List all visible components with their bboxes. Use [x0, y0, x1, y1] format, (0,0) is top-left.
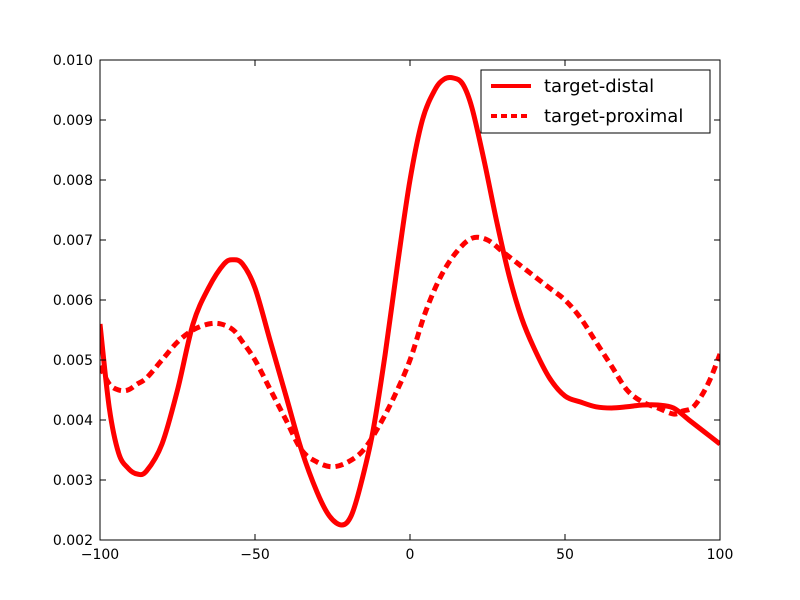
y-tick-label: 0.007	[53, 233, 93, 249]
y-tick-label: 0.008	[53, 173, 93, 189]
y-tick-label: 0.004	[53, 413, 93, 429]
series-layer	[100, 75, 720, 528]
legend-label-target-distal: target-distal	[544, 76, 654, 97]
y-tick-label: 0.006	[53, 293, 93, 309]
x-tick-label: 100	[707, 547, 734, 563]
y-tick-label: 0.005	[53, 353, 93, 369]
x-tick-label: −50	[240, 547, 270, 563]
plot-frame	[99, 59, 721, 541]
series-line-target-proximal	[100, 234, 720, 470]
x-tick-label: −100	[81, 547, 119, 563]
legend: target-distal target-proximal	[480, 69, 711, 134]
legend-label-target-proximal: target-proximal	[544, 106, 683, 127]
y-tick-label: 0.009	[53, 113, 93, 129]
y-tick-label: 0.003	[53, 473, 93, 489]
y-tick-label: 0.010	[53, 53, 93, 69]
x-tick-label: 0	[406, 547, 415, 563]
y-tick-label: 0.002	[53, 533, 93, 549]
x-tick-label: 50	[556, 547, 574, 563]
legend-box	[480, 69, 711, 134]
